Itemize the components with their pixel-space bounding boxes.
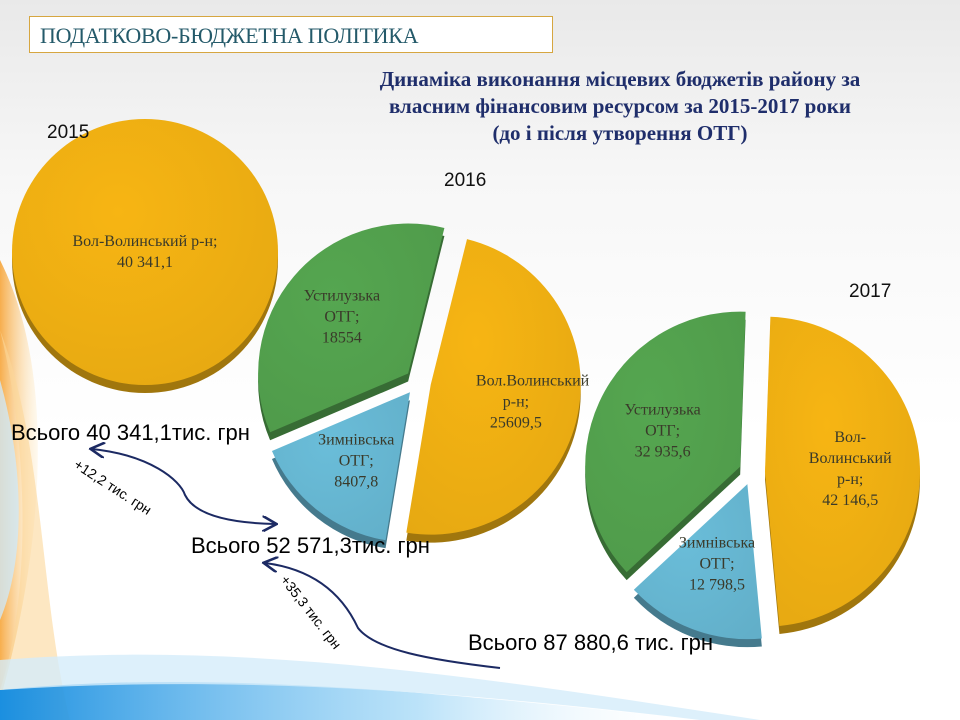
arrow-2015-2016 (92, 449, 275, 524)
year-2016-label: 2016 (444, 170, 487, 191)
slice-label-name: Устилузька ОТГ; (624, 401, 701, 440)
pie-2017-slice (764, 316, 920, 626)
slice-label-name: Вол-Волинський р-н; (72, 233, 218, 250)
pie-2016-slice (258, 223, 445, 433)
orange-swoosh-2 (0, 330, 70, 720)
year-2015-label: 2015 (47, 122, 90, 143)
slice-label: Вол-Волинський р-н; 40 341,1 (70, 231, 220, 273)
slice-label: Зимнівська ОТГ; 8407,8 (316, 429, 396, 492)
title-line: Динаміка виконання місцевих бюджетів рай… (379, 67, 861, 91)
light-blue-swoosh (0, 380, 19, 620)
pie-2016-slice (271, 392, 410, 541)
total-2015: Всього 40 341,1тис. грн (11, 420, 250, 445)
blue-wave (0, 681, 700, 720)
pie-2017-slice (633, 484, 762, 640)
slice-label-value: 32 935,6 (634, 443, 691, 461)
slice-label-name: Устилузька ОТГ; (303, 287, 381, 326)
total-2016: Всього 52 571,3тис. грн (191, 533, 430, 558)
slice-label-value: 40 341,1 (117, 254, 173, 271)
slice-label-value: 8407,8 (334, 473, 379, 491)
slice-label: Зимнівська ОТГ; 12 798,5 (672, 532, 762, 595)
title-line: (до і після утворення ОТГ) (492, 121, 748, 145)
slice-label: Вол-Волинський р-н; 42 146,5 (805, 427, 895, 511)
main-title: Динаміка виконання місцевих бюджетів рай… (320, 66, 920, 147)
slice-label: Вол.Волинський р-н; 25609,5 (475, 371, 590, 434)
slice-label-value: 18554 (321, 329, 362, 347)
year-2017-label: 2017 (849, 281, 892, 302)
blue-wave-light (0, 654, 760, 720)
slice-label: Устилузька ОТГ; 18554 (302, 286, 382, 349)
title-line: власним фінансовим ресурсом за 2015-2017… (388, 94, 852, 118)
pie-2016-slice (406, 239, 581, 535)
slice-label-value: 42 146,5 (822, 492, 879, 510)
slice-label-value: 12 798,5 (689, 576, 745, 594)
total-2017: Всього 87 880,6 тис. грн (468, 630, 714, 655)
pie-2015-slice (12, 119, 278, 385)
slice-label: Устилузька ОТГ; 32 935,6 (618, 400, 708, 463)
section-title: ПОДАТКОВО-БЮДЖЕТНА ПОЛІТИКА (40, 23, 419, 48)
arrow-2016-2017 (265, 563, 501, 669)
slice-label-name: Зимнівська ОТГ; (318, 431, 395, 470)
slice-label-name: Вол-Волинський р-н; (808, 429, 892, 489)
pie-2017-slice (585, 311, 746, 573)
slice-label-name: Вол.Волинський р-н; (475, 372, 590, 411)
section-title-box: ПОДАТКОВО-БЮДЖЕТНА ПОЛІТИКА (29, 16, 553, 53)
slice-label-name: Зимнівська ОТГ; (678, 534, 756, 573)
slice-label-value: 25609,5 (489, 414, 542, 432)
